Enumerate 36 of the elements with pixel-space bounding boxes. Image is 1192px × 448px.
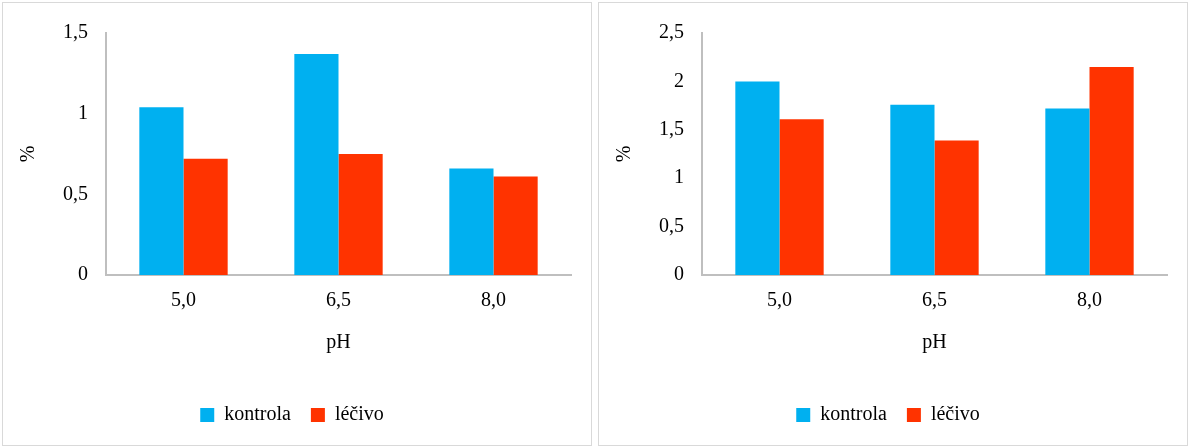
x-axis-title: pH [922,330,947,354]
x-tick-label: 6,5 [326,288,351,311]
y-tick-label: 1,5 [63,20,88,43]
y-tick-label: 1,5 [659,117,684,140]
y-tick-label: 0 [674,262,684,285]
x-tick-label: 5,0 [171,288,196,311]
bar [294,53,339,275]
bar [139,107,184,275]
y-tick-label: 0 [78,262,88,285]
bar [890,104,935,275]
y-tick-label: 0,5 [63,181,88,204]
x-tick-label: 8,0 [481,288,506,311]
x-tick-label: 5,0 [767,288,792,311]
x-tick-label: 8,0 [1077,288,1102,311]
x-axis-title: pH [326,330,351,354]
bar [493,176,538,275]
y-tick-label: 2,5 [659,20,684,43]
bar [735,81,780,275]
y-tick-label: 1 [674,165,684,188]
legend-label: kontrola [820,402,888,425]
bar [934,140,979,275]
y-tick-label: 0,5 [659,213,684,236]
x-tick-label: 6,5 [922,288,947,311]
bar [338,154,383,275]
bar [183,158,228,275]
y-tick-label: 1 [78,100,88,123]
bar [449,168,494,275]
bar [1045,108,1090,275]
y-tick-label: 2 [674,68,684,91]
legend-label: léčivo [930,402,980,425]
legend-label: léčivo [334,402,384,425]
y-axis-title: % [612,145,635,163]
bar [779,119,824,275]
y-axis-title: % [16,145,39,163]
legend-label: kontrola [224,402,292,425]
bar [1089,66,1134,275]
